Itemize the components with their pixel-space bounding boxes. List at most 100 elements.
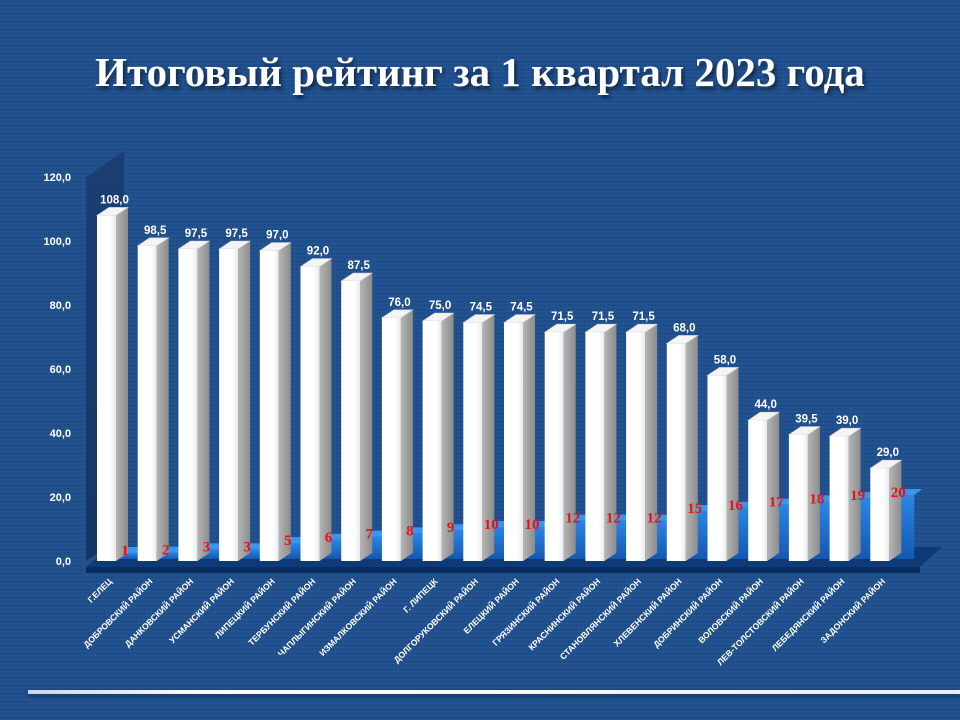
- value-label: 71,5: [592, 311, 615, 323]
- rank-label: 10: [525, 517, 540, 533]
- category-label: ДОЛГОРУКОВСКИЙ РАЙОН: [391, 576, 480, 665]
- rank-label: 8: [406, 523, 414, 539]
- bar-side: [400, 309, 413, 561]
- rank-label: 2: [162, 543, 170, 559]
- bar-side: [563, 324, 576, 561]
- bar-side: [441, 313, 454, 561]
- bar-side: [848, 428, 861, 561]
- category-label: ЗАДОНСКИЙ РАЙОН: [818, 576, 888, 646]
- rank-label: 6: [325, 530, 333, 546]
- bar: [748, 420, 768, 561]
- category-label: ДОБРИНСКИЙ РАЙОН: [650, 576, 724, 650]
- rank-bar: [239, 549, 264, 559]
- value-label: 74,5: [470, 302, 493, 314]
- rank-label: 12: [606, 511, 621, 527]
- bar: [381, 317, 401, 561]
- rank-label: 20: [891, 485, 906, 501]
- category-label: УСМАНСКИЙ РАЙОН: [166, 576, 236, 646]
- bar: [300, 266, 320, 561]
- value-label: 74,5: [510, 302, 533, 314]
- value-label: 97,0: [266, 230, 288, 242]
- value-label: 75,0: [429, 300, 451, 312]
- rank-bar: [117, 553, 141, 559]
- rank-bar: [198, 549, 223, 559]
- bar: [137, 245, 157, 562]
- category-label: ХЛЕВЕНСКИЙ РАЙОН: [611, 576, 684, 649]
- y-tick-label: 60,0: [50, 364, 71, 376]
- bar: [707, 375, 727, 561]
- value-label: 58,0: [714, 354, 736, 366]
- rank-label: 3: [243, 539, 251, 555]
- rank-bar: [157, 552, 182, 559]
- y-tick-label: 0,0: [56, 556, 71, 568]
- bar: [178, 249, 198, 561]
- category-label: ЧАПЛЫГИНСКИЙ РАЙОН: [275, 576, 358, 659]
- bar-side: [156, 237, 169, 562]
- y-tick-label: 100,0: [43, 236, 71, 248]
- value-label: 39,5: [795, 414, 818, 426]
- category-label: КРАСНИНСКИЙ РАЙОН: [526, 576, 603, 653]
- bar: [463, 322, 483, 561]
- rank-label: 15: [687, 501, 702, 517]
- chart-floor-edge: [86, 567, 920, 573]
- bar-side: [889, 460, 902, 561]
- category-label: ГРЯЗИНСКИЙ РАЙОН: [490, 576, 562, 648]
- category-label: ЛЕБЕДЯНСКИЙ РАЙОН: [769, 576, 847, 654]
- bar-side: [197, 241, 210, 561]
- category-label: Г.ЕЛЕЦ: [86, 576, 115, 605]
- bar-side: [807, 426, 820, 561]
- bar: [666, 343, 686, 561]
- rank-label: 3: [203, 539, 211, 555]
- bar-side: [238, 241, 251, 561]
- bar-side: [726, 367, 739, 561]
- bar-side: [523, 314, 535, 561]
- rank-label: 17: [769, 495, 785, 511]
- rank-label: 19: [850, 488, 865, 504]
- page-title: Итоговый рейтинг за 1 квартал 2023 года: [95, 49, 865, 95]
- y-tick-label: 40,0: [50, 428, 71, 440]
- rank-label: 12: [647, 511, 662, 527]
- bar-side: [482, 314, 495, 561]
- bar-side: [319, 258, 332, 561]
- value-label: 108,0: [100, 194, 129, 206]
- value-label: 98,5: [144, 225, 167, 237]
- rank-label: 12: [565, 511, 580, 527]
- bar: [219, 249, 239, 561]
- bar: [422, 321, 442, 561]
- category-label: ДОБРОВСКИЙ РАЙОН: [81, 576, 155, 650]
- value-label: 97,5: [185, 228, 208, 240]
- rank-label: 9: [447, 520, 455, 536]
- value-label: 87,5: [348, 260, 371, 272]
- category-label: ВОЛОВСКИЙ РАЙОН: [695, 576, 765, 646]
- bar: [341, 281, 361, 561]
- bar: [544, 332, 564, 561]
- value-label: 97,5: [225, 228, 248, 240]
- rank-label: 7: [365, 527, 373, 543]
- bar-side: [645, 324, 658, 561]
- bar: [97, 215, 116, 561]
- category-label: ИЗМАЛКОВСКИЙ РАЙОН: [317, 576, 399, 658]
- bar-side: [604, 324, 617, 561]
- category-label: ТЕРБУНСКИЙ РАЙОН: [246, 576, 318, 648]
- category-label: Г. ЛИПЕЦК: [401, 576, 440, 615]
- y-tick-label: 80,0: [50, 300, 71, 312]
- value-label: 68,0: [673, 322, 695, 334]
- rank-label: 18: [809, 491, 824, 507]
- value-label: 29,0: [877, 447, 899, 459]
- value-label: 76,0: [388, 297, 410, 309]
- bar: [788, 434, 808, 561]
- footer-divider: [28, 690, 960, 694]
- category-label: ДАНКОВСКИЙ РАЙОН: [122, 576, 195, 649]
- rank-label: 1: [121, 543, 129, 559]
- rank-label: 16: [728, 498, 744, 514]
- bar-side: [360, 273, 373, 561]
- bar-side: [767, 412, 780, 561]
- bar: [504, 322, 523, 561]
- value-label: 71,5: [632, 311, 655, 323]
- bar: [870, 468, 890, 561]
- value-label: 92,0: [307, 246, 329, 258]
- category-label: СТАНОВЛЯНСКИЙ РАЙОН: [557, 576, 643, 662]
- bar: [829, 436, 849, 561]
- value-label: 71,5: [551, 311, 574, 323]
- value-label: 39,0: [836, 415, 858, 427]
